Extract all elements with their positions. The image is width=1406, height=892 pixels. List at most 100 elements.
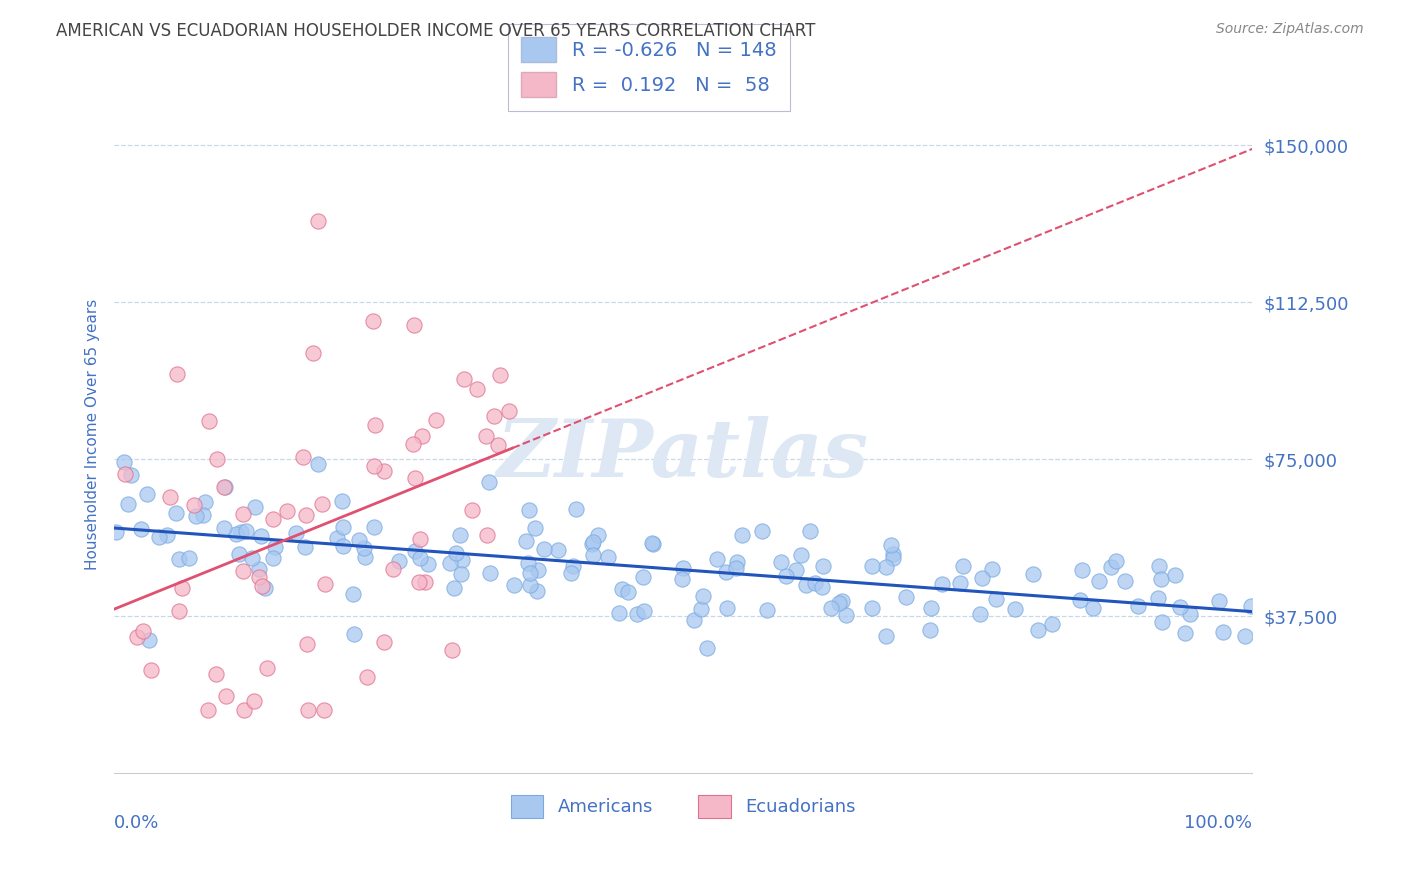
Point (225, 527, 247, 541)
Point (114, 467, 136, 481)
Point (751, 524, 773, 538)
Point (794, 578, 817, 592)
Point (731, 527, 754, 541)
Point (515, 534, 537, 549)
Point (256, 661, 278, 675)
Point (228, 547, 250, 561)
Point (148, 530, 170, 544)
Point (690, 601, 713, 615)
Point (696, 641, 718, 656)
Point (1178, 607, 1201, 622)
Legend: Americans, Ecuadorians: Americans, Ecuadorians (503, 788, 863, 825)
Point (402, 318, 425, 333)
Point (633, 604, 655, 618)
Point (949, 575, 972, 590)
Point (364, 418, 387, 433)
Point (969, 607, 991, 621)
Point (262, 550, 284, 565)
Point (770, 555, 793, 569)
Point (197, 703, 219, 717)
Point (264, 541, 287, 555)
Point (363, 520, 385, 534)
Point (565, 502, 588, 516)
Point (159, 490, 181, 504)
Point (582, 535, 605, 549)
Point (294, 540, 316, 554)
Text: 0.0%: 0.0% (114, 814, 159, 832)
Point (882, 550, 904, 565)
Point (212, 521, 235, 535)
Point (127, 631, 149, 645)
Point (276, 504, 298, 518)
Point (291, 450, 314, 465)
Point (484, 409, 506, 424)
Point (453, 372, 475, 386)
Point (641, 537, 664, 551)
Point (254, 581, 277, 595)
Point (527, 563, 550, 577)
Point (183, 498, 205, 512)
Point (502, 578, 524, 592)
Text: ZIPatlas: ZIPatlas (498, 416, 869, 493)
Point (1239, 599, 1261, 614)
Point (354, 549, 377, 564)
Point (692, 589, 714, 603)
Point (284, 526, 307, 541)
Point (952, 558, 974, 573)
Point (1164, 567, 1187, 582)
Point (586, 528, 609, 542)
Point (827, 596, 849, 610)
Point (449, 528, 471, 542)
Point (214, 480, 236, 494)
Point (232, 703, 254, 717)
Point (1105, 554, 1128, 568)
Point (409, 551, 432, 566)
Point (617, 585, 640, 599)
Point (714, 565, 737, 579)
Point (409, 533, 432, 547)
Point (785, 563, 807, 577)
Point (131, 522, 153, 536)
Point (243, 694, 266, 708)
Point (413, 575, 436, 590)
Point (156, 528, 179, 542)
Point (1234, 629, 1257, 643)
Point (875, 559, 897, 574)
Point (363, 458, 385, 473)
Point (444, 546, 467, 560)
Point (231, 524, 253, 539)
Point (517, 503, 540, 517)
Point (626, 607, 648, 621)
Point (547, 543, 569, 558)
Point (716, 601, 738, 615)
Point (353, 541, 375, 556)
Point (811, 559, 834, 574)
Point (1004, 602, 1026, 616)
Point (411, 429, 433, 443)
Point (860, 559, 883, 574)
Point (672, 561, 695, 575)
Point (138, 632, 160, 647)
Point (1152, 615, 1174, 629)
Point (1081, 600, 1104, 615)
Point (706, 552, 728, 566)
Point (212, 479, 235, 493)
Point (311, 498, 333, 512)
Point (799, 524, 821, 538)
Point (194, 495, 217, 509)
Point (416, 557, 439, 571)
Point (342, 587, 364, 601)
Point (756, 603, 779, 617)
Point (179, 550, 201, 565)
Point (215, 689, 238, 703)
Point (132, 624, 155, 639)
Text: AMERICAN VS ECUADORIAN HOUSEHOLDER INCOME OVER 65 YEARS CORRELATION CHART: AMERICAN VS ECUADORIAN HOUSEHOLDER INCOM… (56, 22, 815, 40)
Point (880, 538, 903, 552)
Point (295, 508, 318, 523)
Point (332, 540, 354, 554)
Point (1147, 558, 1170, 573)
Point (519, 566, 541, 580)
Point (1208, 593, 1230, 607)
Point (524, 520, 547, 534)
Point (373, 465, 395, 479)
